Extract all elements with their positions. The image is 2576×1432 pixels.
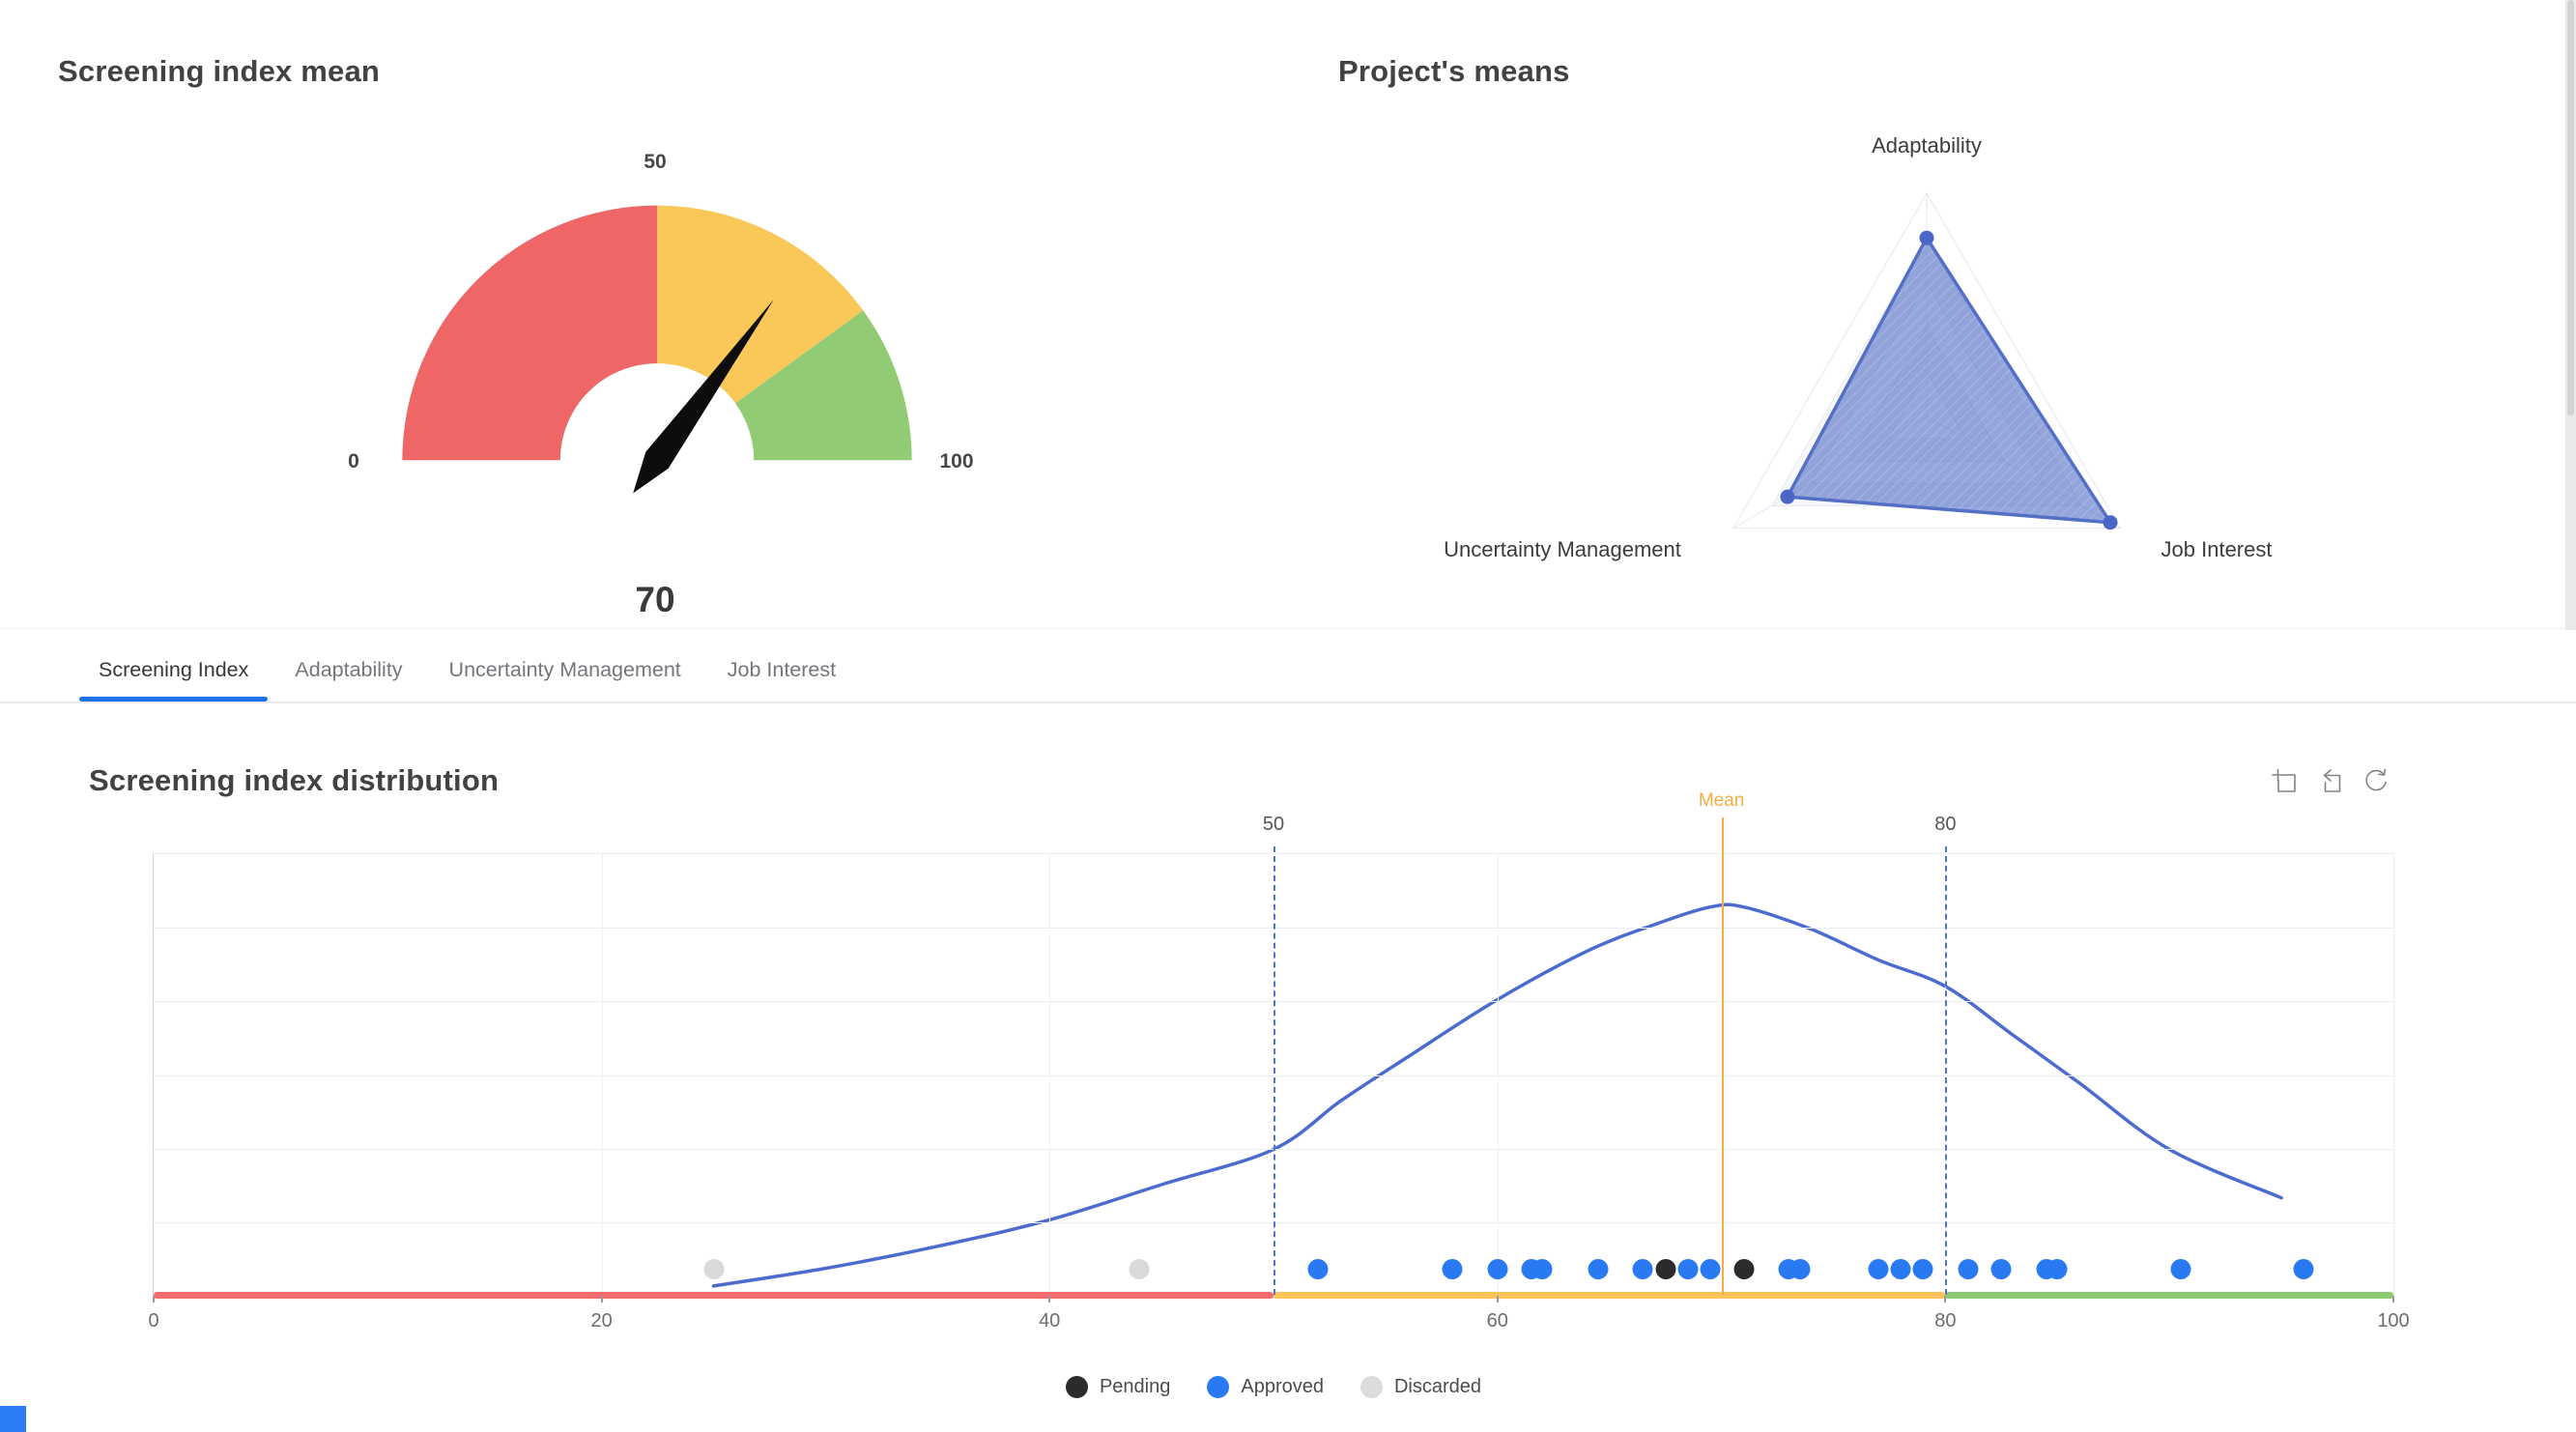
- x-gridline: [1497, 854, 1499, 1295]
- scrollbar[interactable]: [2565, 0, 2576, 630]
- markline-label-mean: Mean: [1698, 790, 1745, 811]
- legend-dot: [1360, 1376, 1383, 1398]
- gauge-tick-50: 50: [644, 151, 667, 173]
- distribution-card-title: Screening index distribution: [89, 763, 500, 797]
- markline-80: [1945, 846, 1948, 1295]
- radar-axis-job-interest: Job Interest: [2161, 537, 2273, 561]
- x-tick: [1496, 1296, 1499, 1303]
- tab-uncertainty-management[interactable]: Uncertainty Management: [448, 658, 681, 681]
- approved-dot: [1307, 1259, 1329, 1279]
- approved-dot: [1912, 1259, 1933, 1279]
- tab-bar-divider: [0, 702, 2576, 703]
- approved-dot: [1990, 1259, 2012, 1279]
- approved-dot: [1868, 1259, 1889, 1279]
- gauge-segment: [735, 310, 912, 461]
- radar-data-point: [1919, 230, 1934, 245]
- bottom-left-partial-element[interactable]: [0, 1406, 26, 1432]
- gauge-tick-100: 100: [939, 450, 974, 473]
- gauge-value: 70: [635, 580, 675, 619]
- x-axis-segment: [1274, 1292, 1946, 1299]
- gauge-segment: [402, 205, 657, 461]
- markline-label-80: 80: [1934, 814, 1957, 835]
- legend-dot: [1065, 1376, 1088, 1398]
- x-tick-label: 0: [148, 1310, 159, 1332]
- pending-dot: [1655, 1259, 1676, 1279]
- approved-dot: [2046, 1259, 2068, 1279]
- approved-dot: [1890, 1259, 1911, 1279]
- approved-dot: [1789, 1259, 1811, 1279]
- section-divider: [0, 628, 2576, 629]
- legend-item-discarded[interactable]: Discarded: [1360, 1376, 1481, 1398]
- radar-axis-adaptability: Adaptability: [1872, 133, 1982, 158]
- zoom-back-icon[interactable]: [2315, 766, 2344, 795]
- radar-data-polygon: [1786, 236, 2112, 525]
- radar-chart: [1732, 192, 2121, 530]
- chart-legend: Pending Approved Discarded: [153, 1376, 2394, 1398]
- markline-mean: [1721, 817, 1724, 1295]
- gauge-tick-0: 0: [348, 450, 359, 473]
- approved-dot: [2170, 1259, 2191, 1279]
- x-tick: [600, 1296, 603, 1303]
- legend-item-pending[interactable]: Pending: [1065, 1376, 1171, 1398]
- approved-dot: [1588, 1259, 1609, 1279]
- gauge-segment: [657, 205, 864, 404]
- radar-data-point: [2103, 515, 2118, 530]
- x-tick: [2392, 1296, 2394, 1303]
- approved-dot: [1632, 1259, 1653, 1279]
- x-gridline: [601, 854, 603, 1295]
- x-tick-label: 20: [590, 1310, 613, 1332]
- legend-label: Pending: [1099, 1376, 1171, 1397]
- discarded-dot: [1129, 1259, 1150, 1279]
- markline-50: [1274, 846, 1275, 1295]
- x-axis-segment: [154, 1292, 1274, 1299]
- approved-dot: [1487, 1259, 1508, 1279]
- radar-card-title: Project's means: [1338, 54, 1570, 88]
- approved-dot: [1442, 1259, 1463, 1279]
- legend-item-approved[interactable]: Approved: [1207, 1376, 1324, 1398]
- scrollbar-thumb[interactable]: [2567, 0, 2574, 415]
- approved-dot: [2293, 1259, 2314, 1279]
- x-tick: [1048, 1296, 1051, 1303]
- x-tick-label: 40: [1039, 1310, 1061, 1332]
- x-axis-segment: [1945, 1292, 2393, 1299]
- gauge-card-title: Screening index mean: [58, 54, 381, 88]
- gauge-needle: [633, 299, 774, 494]
- tab-screening-index[interactable]: Screening Index: [79, 642, 269, 702]
- approved-dot: [1677, 1259, 1699, 1279]
- restore-icon[interactable]: [2361, 766, 2390, 795]
- tab-adaptability[interactable]: Adaptability: [295, 658, 403, 681]
- radar-data-point: [1780, 489, 1795, 504]
- x-tick: [1944, 1296, 1947, 1303]
- markline-label-50: 50: [1262, 814, 1285, 835]
- chart-toolbar: [2270, 766, 2390, 795]
- pending-dot: [1733, 1259, 1755, 1279]
- x-tick-label: 60: [1486, 1310, 1508, 1332]
- legend-dot: [1207, 1376, 1230, 1398]
- x-tick-label: 80: [1934, 1310, 1957, 1332]
- gauge-chart: [402, 205, 912, 494]
- approved-dot: [1700, 1259, 1721, 1279]
- tab-job-interest[interactable]: Job Interest: [727, 658, 837, 681]
- density-curve: [711, 902, 2283, 1288]
- legend-label: Approved: [1241, 1376, 1324, 1397]
- radar-axis-uncertainty-management: Uncertainty Management: [1444, 537, 1681, 561]
- discarded-dot: [703, 1259, 724, 1279]
- x-tick: [153, 1296, 155, 1303]
- x-gridline: [1049, 854, 1051, 1295]
- distribution-plot-area: 50 80 Mean 0 20 40 60 80 100: [148, 790, 2409, 1332]
- legend-label: Discarded: [1393, 1376, 1482, 1397]
- tab-bar: Screening Index Adaptability Uncertainty M…: [79, 642, 863, 702]
- x-tick-label: 100: [2377, 1310, 2410, 1332]
- zoom-select-icon[interactable]: [2270, 766, 2299, 795]
- approved-dot: [1958, 1259, 1979, 1279]
- approved-dot: [1531, 1259, 1553, 1279]
